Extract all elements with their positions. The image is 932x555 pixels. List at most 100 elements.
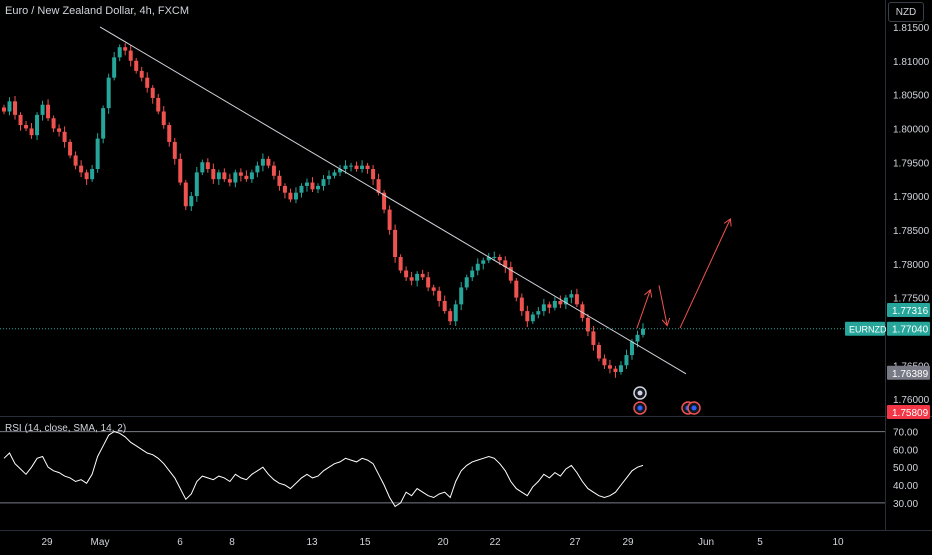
candle-body bbox=[514, 280, 519, 298]
candle-body bbox=[161, 111, 166, 126]
rsi-tick-label: 50.00 bbox=[893, 463, 918, 474]
candle-body bbox=[464, 277, 469, 288]
candle-body bbox=[106, 77, 111, 109]
projection-arrow bbox=[679, 220, 730, 329]
candle bbox=[145, 72, 150, 93]
time-tick-label: 5 bbox=[757, 537, 763, 548]
time-tick-label: 22 bbox=[489, 537, 501, 548]
candle-body bbox=[349, 165, 354, 167]
candle-body bbox=[332, 172, 337, 176]
candle bbox=[244, 170, 249, 182]
candle bbox=[73, 151, 78, 170]
candle bbox=[387, 205, 392, 235]
candle bbox=[415, 271, 420, 287]
candle bbox=[574, 288, 579, 308]
candle-body bbox=[282, 185, 287, 193]
candle-body bbox=[585, 317, 590, 332]
candle-body bbox=[134, 60, 139, 71]
candle bbox=[161, 106, 166, 129]
price-badge-name: EURNZD bbox=[849, 325, 887, 335]
candle-body bbox=[404, 270, 409, 278]
candle-body bbox=[393, 229, 398, 257]
price-badge: 1.75809 bbox=[887, 405, 930, 420]
price-tick-label: 1.80000 bbox=[893, 124, 930, 135]
candle-body bbox=[321, 179, 326, 186]
price-tick-label: 1.81000 bbox=[893, 57, 930, 68]
time-tick-label: 15 bbox=[359, 537, 371, 548]
price-tick-label: 1.78500 bbox=[893, 226, 930, 237]
price-badge-value: 1.75809 bbox=[892, 408, 929, 419]
candle bbox=[448, 308, 453, 325]
candle-body bbox=[68, 141, 73, 156]
time-tick-label: 29 bbox=[622, 537, 634, 548]
candle bbox=[128, 45, 133, 67]
candle bbox=[194, 166, 199, 202]
candle bbox=[365, 162, 370, 174]
price-tick-label: 1.79000 bbox=[893, 192, 930, 203]
candle-body bbox=[613, 368, 618, 373]
labels-layer: 1.77316 EURNZD 1.77040 1.76389 1.75809 bbox=[845, 303, 930, 420]
rsi-tick-label: 70.00 bbox=[893, 428, 918, 439]
trendline bbox=[99, 26, 687, 375]
candle bbox=[293, 187, 298, 204]
candles-layer bbox=[2, 43, 645, 378]
candle-body bbox=[183, 182, 188, 207]
candle bbox=[13, 95, 18, 120]
candle bbox=[431, 284, 436, 296]
candle bbox=[106, 73, 111, 114]
candle bbox=[95, 133, 100, 173]
candle bbox=[602, 354, 607, 369]
candle-body bbox=[365, 165, 370, 170]
candle-body bbox=[233, 172, 238, 183]
candle bbox=[360, 160, 365, 173]
candle bbox=[255, 161, 260, 178]
candle-body bbox=[552, 300, 557, 308]
candle-body bbox=[409, 277, 414, 281]
candle-body bbox=[40, 104, 45, 115]
economic-event-icon[interactable] bbox=[633, 401, 647, 415]
currency-button[interactable]: NZD bbox=[888, 2, 924, 22]
candle-body bbox=[90, 169, 95, 180]
candle bbox=[393, 224, 398, 263]
candle-body bbox=[470, 270, 475, 278]
candle bbox=[216, 169, 221, 185]
time-tick-label: Jun bbox=[698, 537, 714, 548]
candle-body bbox=[481, 260, 486, 264]
price-badge-name-bg bbox=[845, 321, 885, 336]
candle bbox=[580, 301, 585, 322]
candle-body bbox=[596, 344, 601, 359]
candle bbox=[536, 307, 541, 319]
candle-body bbox=[420, 273, 425, 278]
candle-body bbox=[13, 101, 18, 115]
candle-body bbox=[431, 287, 436, 291]
event-icon-dot bbox=[637, 390, 643, 396]
projection-arrow bbox=[658, 285, 667, 324]
candle-body bbox=[189, 196, 194, 207]
candle-body bbox=[112, 57, 117, 78]
candle bbox=[596, 342, 601, 362]
economic-event-icon[interactable] bbox=[687, 401, 701, 415]
candle bbox=[233, 169, 238, 188]
price-badge: EURNZD 1.77040 bbox=[845, 321, 930, 336]
candle bbox=[349, 162, 354, 172]
candle bbox=[79, 160, 84, 178]
candle-body bbox=[327, 175, 332, 180]
flash-event-icon[interactable] bbox=[633, 386, 647, 400]
candle bbox=[558, 295, 563, 309]
candle-body bbox=[618, 365, 623, 373]
candle bbox=[249, 169, 254, 183]
rsi-legend: RSI (14, close, SMA, 14, 2) bbox=[5, 423, 127, 434]
candle-body bbox=[227, 179, 232, 183]
candle-body bbox=[382, 192, 387, 210]
candle-body bbox=[398, 256, 403, 271]
candle bbox=[453, 300, 458, 327]
candle bbox=[547, 301, 552, 314]
candle bbox=[57, 124, 62, 137]
chart-title: Euro / New Zealand Dollar, 4h, FXCM bbox=[5, 5, 190, 17]
candle-body bbox=[216, 172, 221, 180]
time-tick-label: 27 bbox=[569, 537, 581, 548]
candle bbox=[486, 252, 491, 264]
candle bbox=[641, 323, 645, 338]
candle-body bbox=[387, 209, 392, 230]
